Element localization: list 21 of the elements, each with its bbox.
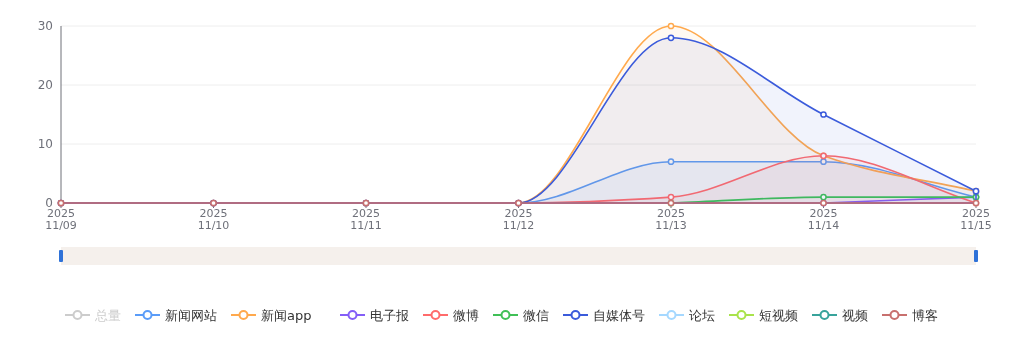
legend-label: 视频 [842, 308, 868, 323]
legend-label: 短视频 [759, 308, 798, 323]
legend-label: 论坛 [689, 308, 715, 323]
x-tick-label: 2025 11/12 [502, 207, 535, 232]
legend-label: 自媒体号 [593, 308, 645, 323]
legend-label: 微博 [453, 308, 479, 323]
x-tick-label: 2025 11/13 [655, 207, 687, 232]
x-tick-label: 2025 11/14 [807, 207, 840, 232]
legend-label: 电子报 [370, 308, 409, 323]
y-tick-label: 30 [37, 19, 53, 33]
y-tick-label: 0 [45, 196, 53, 210]
legend-label: 新闻app [261, 308, 312, 323]
legend-label: 新闻网站 [165, 308, 217, 323]
x-tick-label: 2025 11/10 [197, 207, 230, 232]
y-tick-label: 10 [37, 137, 53, 151]
x-tick-label: 2025 11/15 [960, 207, 992, 232]
x-tick-label: 2025 11/11 [350, 207, 382, 232]
legend-label: 微信 [523, 308, 549, 323]
legend-label: 博客 [912, 308, 938, 323]
y-tick-label: 20 [37, 78, 53, 92]
x-tick-label: 2025 11/09 [45, 207, 77, 232]
